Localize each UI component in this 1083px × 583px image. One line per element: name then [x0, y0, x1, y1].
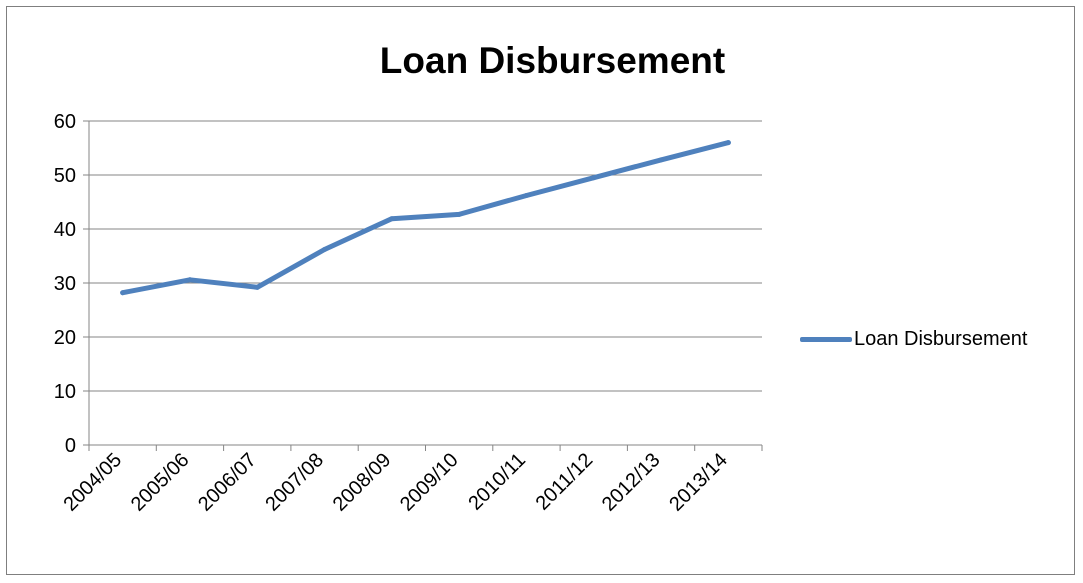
- x-tick-label: 2010/11: [464, 449, 530, 515]
- y-tick-label: 0: [65, 435, 76, 457]
- x-tick-label: 2013/14: [665, 449, 732, 516]
- gridlines: [89, 120, 762, 392]
- chart-title: Loan Disbursement: [379, 40, 726, 81]
- legend-swatch: [800, 336, 852, 342]
- data-point: [725, 140, 731, 146]
- series-line: [120, 140, 731, 296]
- x-tick-label: 2009/10: [396, 449, 463, 516]
- y-tick-labels: 0 10 20 30 40 50 60: [54, 111, 76, 457]
- chart-frame: [6, 6, 1075, 575]
- x-tick-label: 2006/07: [194, 449, 261, 516]
- data-point: [322, 247, 328, 253]
- legend-label: Loan Disbursement: [854, 327, 1028, 350]
- data-point: [254, 284, 260, 290]
- legend: Loan Disbursement: [800, 326, 1027, 352]
- x-tick-labels: 2004/05 2005/06 2006/07 2007/08 2008/09 2009/…: [60, 449, 732, 516]
- x-tick-label: 2012/13: [598, 449, 665, 516]
- y-tick-label: 20: [54, 327, 76, 349]
- x-tick-label: 2005/06: [127, 449, 194, 516]
- data-point: [523, 193, 529, 199]
- x-tick-label: 2004/05: [60, 449, 127, 516]
- data-point: [658, 157, 664, 163]
- y-tick-label: 60: [54, 111, 76, 133]
- x-tick-label: 2007/08: [261, 449, 328, 516]
- x-tick-label: 2011/12: [532, 449, 598, 515]
- y-tick-label: 30: [54, 273, 76, 295]
- y-tick-label: 40: [54, 219, 76, 241]
- x-tick-label: 2008/09: [329, 449, 396, 516]
- data-point: [120, 290, 126, 296]
- data-point: [456, 211, 462, 217]
- series-lines: [120, 140, 731, 296]
- data-point: [389, 216, 395, 222]
- data-point: [591, 175, 597, 181]
- y-tick-label: 50: [54, 165, 76, 187]
- axes: [83, 120, 763, 451]
- y-tick-label: 10: [54, 381, 76, 403]
- data-point: [187, 277, 193, 283]
